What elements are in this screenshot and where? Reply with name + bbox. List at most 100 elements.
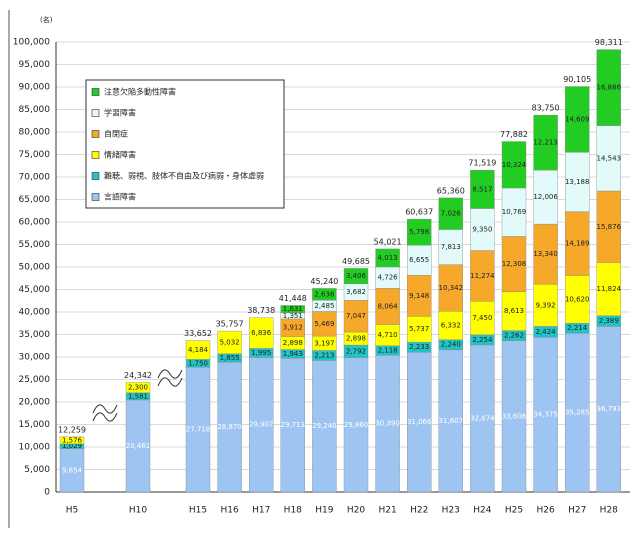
y-tick-label: 55,000 (19, 240, 51, 250)
bar-segment (343, 357, 369, 493)
y-tick-label: 70,000 (19, 173, 51, 183)
y-tick-label: 90,000 (19, 83, 51, 93)
segment-label: 2,389 (599, 317, 619, 325)
segment-label: 31,066 (407, 418, 432, 426)
bar-segment (125, 382, 151, 394)
segment-label: 3,197 (314, 339, 334, 347)
segment-label: 15,876 (597, 223, 622, 231)
y-tick-label: 30,000 (19, 353, 51, 363)
bar-segment (248, 317, 274, 349)
segment-label: 7,813 (441, 243, 461, 251)
segment-label: 9,148 (409, 292, 429, 300)
segment-label: 11,274 (470, 272, 495, 280)
bar-segment (501, 141, 527, 189)
total-label: 60,637 (405, 208, 433, 217)
x-tick-label: H23 (442, 506, 460, 516)
segment-label: 10,342 (439, 284, 464, 292)
bar-segment (596, 326, 621, 493)
segment-label: 12,006 (533, 193, 558, 201)
segment-label: 1,576 (62, 436, 83, 444)
segment-label: 5,798 (409, 228, 429, 236)
bar-segment (280, 358, 305, 493)
segment-label: 2,898 (283, 339, 303, 347)
bar-segment (59, 448, 85, 493)
segment-label: 6,655 (409, 256, 429, 264)
x-tick-label: H18 (284, 506, 302, 516)
legend-swatch (91, 151, 100, 159)
y-tick-label: 40,000 (19, 308, 51, 318)
x-tick-label: H26 (536, 506, 554, 516)
axis-break (157, 369, 183, 387)
segment-label: 14,543 (597, 154, 622, 162)
bar-segment (596, 262, 621, 316)
segment-label: 1,855 (220, 354, 240, 362)
y-tick-label: 35,000 (19, 330, 51, 340)
segment-label: 5,032 (220, 338, 240, 346)
bar-segment (407, 316, 432, 343)
legend-box (85, 79, 285, 209)
segment-label: 30,390 (375, 420, 400, 428)
segment-label: 10,324 (502, 161, 527, 169)
bar-segment (596, 125, 621, 192)
y-tick-label: 45,000 (19, 285, 51, 295)
segment-label: 11,824 (597, 285, 622, 293)
bar-segment (470, 344, 495, 493)
y-tick-label: 20,000 (19, 398, 51, 408)
segment-label: 8,064 (378, 302, 399, 310)
bar-segment (407, 352, 432, 493)
bar-segment (407, 245, 432, 276)
x-tick-label: H21 (378, 506, 396, 516)
segment-label: 9,654 (62, 466, 83, 474)
x-tick-label: H20 (347, 506, 365, 516)
bar-segment (533, 169, 558, 225)
legend-label: 学習障害 (104, 108, 136, 118)
bar-segment (533, 337, 558, 493)
bar-segment (407, 274, 432, 317)
segment-label: 10,620 (565, 295, 590, 303)
bar-segment (375, 248, 400, 268)
y-tick-label: 65,000 (19, 195, 51, 205)
total-label: 45,240 (310, 277, 338, 286)
segment-label: 9,350 (472, 226, 492, 234)
bar-segment (407, 218, 432, 246)
bar-segment (312, 288, 337, 301)
y-tick-label: 75,000 (19, 150, 51, 160)
bar-segment (438, 197, 463, 230)
segment-label: 12,308 (502, 260, 527, 268)
segment-label: 9,392 (536, 301, 556, 309)
total-label: 83,750 (532, 104, 560, 113)
x-tick-label: H19 (315, 506, 333, 516)
bar-segment (59, 436, 85, 445)
y-tick-label: 0 (44, 488, 50, 498)
segment-label: 2,424 (536, 328, 557, 336)
segment-label: 6,836 (251, 329, 272, 337)
segment-label: 14,609 (565, 115, 590, 123)
y-tick-label: 25,000 (19, 375, 51, 385)
bar-segment (438, 310, 463, 340)
bar-segment (565, 333, 590, 493)
x-tick-label: H28 (600, 506, 618, 516)
segment-label: 28,870 (217, 423, 242, 431)
bar-segment (533, 283, 558, 327)
x-tick-label: H10 (129, 506, 147, 516)
legend-swatch (91, 130, 100, 138)
segment-label: 16,886 (597, 84, 622, 92)
legend-swatch (91, 88, 100, 96)
x-tick-label: H27 (568, 506, 586, 516)
bar-segment (470, 208, 495, 251)
segment-label: 2,792 (346, 347, 366, 355)
segment-label: 1,943 (283, 350, 303, 358)
bar-segment (438, 349, 463, 493)
segment-label: 7,450 (472, 314, 492, 322)
bar-segment (217, 330, 242, 354)
bar-segment (565, 152, 590, 212)
legend-swatch (91, 193, 100, 201)
segment-label: 29,907 (249, 421, 274, 429)
bar-segment (596, 190, 621, 263)
bar-segment (470, 301, 495, 336)
legend-label: 難聴、弱視、肢体不自由及び病弱・身体虚弱 (104, 171, 264, 181)
legend-label: 言語障害 (104, 192, 136, 202)
segment-label: 2,254 (472, 336, 493, 344)
segment-label: 1,029 (62, 442, 82, 450)
